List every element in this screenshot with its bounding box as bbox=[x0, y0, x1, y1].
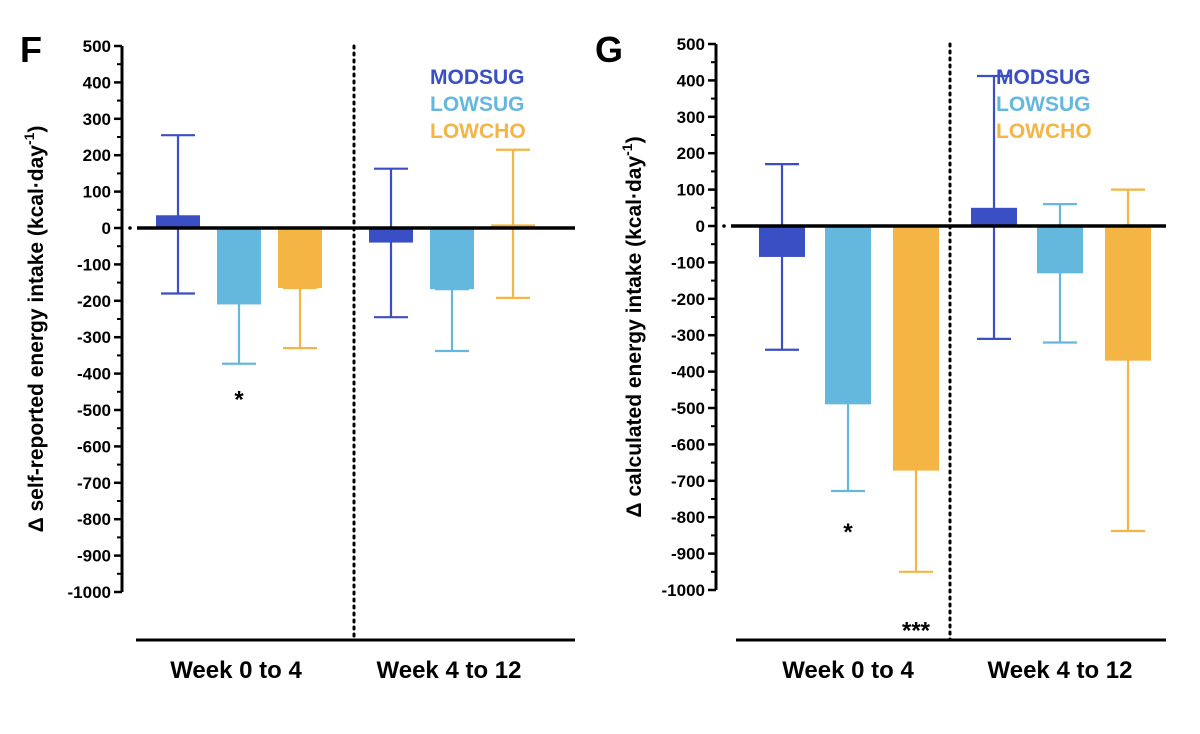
y-tick-label: -500 bbox=[77, 401, 111, 420]
y-tick-label: -300 bbox=[77, 328, 111, 347]
y-tick-label: -1000 bbox=[68, 583, 111, 602]
legend-entry-modsug: MODSUG bbox=[430, 66, 525, 89]
y-tick-label: -400 bbox=[77, 365, 111, 384]
bar-lowcho-group0 bbox=[278, 228, 322, 289]
legend-entry-lowsug: LOWSUG bbox=[430, 93, 525, 116]
y-tick-label: -600 bbox=[671, 435, 705, 454]
group-label: Week 4 to 12 bbox=[377, 657, 522, 684]
y-tick-label: -700 bbox=[77, 474, 111, 493]
y-tick-label: -200 bbox=[77, 292, 111, 311]
y-axis-title-superscript: -1 bbox=[619, 143, 635, 156]
zero-marker-dot bbox=[722, 224, 726, 228]
bar-lowsug-group1 bbox=[430, 228, 474, 290]
y-tick-label: -500 bbox=[671, 399, 705, 418]
y-tick-label: 0 bbox=[696, 217, 705, 236]
y-tick-label: 400 bbox=[677, 71, 705, 90]
y-tick-label: 0 bbox=[102, 219, 111, 238]
y-tick-label: -100 bbox=[77, 255, 111, 274]
y-axis-title: Δ self-reported energy intake (kcal·day-… bbox=[21, 126, 48, 533]
y-axis-title-close: ) bbox=[623, 136, 646, 143]
significance-marker: * bbox=[234, 386, 244, 413]
y-tick-label: -700 bbox=[671, 472, 705, 491]
y-tick-label: 100 bbox=[83, 183, 111, 202]
y-tick-label: -200 bbox=[671, 290, 705, 309]
zero-marker-dot bbox=[128, 226, 132, 230]
legend-entry-lowcho: LOWCHO bbox=[996, 120, 1092, 143]
y-axis-title-superscript: -1 bbox=[21, 132, 37, 145]
y-tick-label: -900 bbox=[77, 547, 111, 566]
y-tick-label: -800 bbox=[77, 510, 111, 529]
chart-panel-g: G 500 400 300 200 100 0 -100 -200 -300 -400 -500 -60… bbox=[595, 29, 1166, 684]
y-axis-title-main: Δ self-reported energy intake (kcal·day bbox=[25, 145, 48, 533]
panel-letter: F bbox=[20, 29, 42, 70]
y-tick-label: -900 bbox=[671, 545, 705, 564]
y-tick-label: 200 bbox=[83, 146, 111, 165]
legend-entry-modsug: MODSUG bbox=[996, 66, 1091, 89]
y-tick-label: 500 bbox=[83, 37, 111, 56]
y-axis-title-close: ) bbox=[25, 126, 48, 133]
y-tick-label: -800 bbox=[671, 508, 705, 527]
y-tick-label: -600 bbox=[77, 437, 111, 456]
y-tick-label: -300 bbox=[671, 326, 705, 345]
y-tick-label: 200 bbox=[677, 144, 705, 163]
y-tick-label: -1000 bbox=[662, 581, 705, 600]
group-label: Week 0 to 4 bbox=[170, 657, 302, 684]
y-tick-label: 500 bbox=[677, 35, 705, 54]
group-label: Week 0 to 4 bbox=[782, 657, 914, 684]
y-tick-label: -100 bbox=[671, 253, 705, 272]
y-tick-label: 300 bbox=[677, 108, 705, 127]
y-tick-label: -400 bbox=[671, 363, 705, 382]
significance-marker: *** bbox=[902, 617, 931, 644]
y-axis-title: Δ calculated energy intake (kcal·day-1) bbox=[619, 136, 646, 517]
significance-marker: * bbox=[843, 519, 853, 546]
y-tick-label: 100 bbox=[677, 181, 705, 200]
y-tick-label: 400 bbox=[83, 73, 111, 92]
panel-letter: G bbox=[595, 29, 623, 70]
group-label: Week 4 to 12 bbox=[988, 657, 1133, 684]
chart-panel-f: F 500 400 300 200 100 0 -100 -200 -300 -400 -500 -60… bbox=[20, 29, 575, 684]
legend-entry-lowsug: LOWSUG bbox=[996, 93, 1091, 116]
legend-entry-lowcho: LOWCHO bbox=[430, 120, 526, 143]
y-tick-label: 300 bbox=[83, 110, 111, 129]
y-axis-title-main: Δ calculated energy intake (kcal·day bbox=[623, 156, 646, 518]
